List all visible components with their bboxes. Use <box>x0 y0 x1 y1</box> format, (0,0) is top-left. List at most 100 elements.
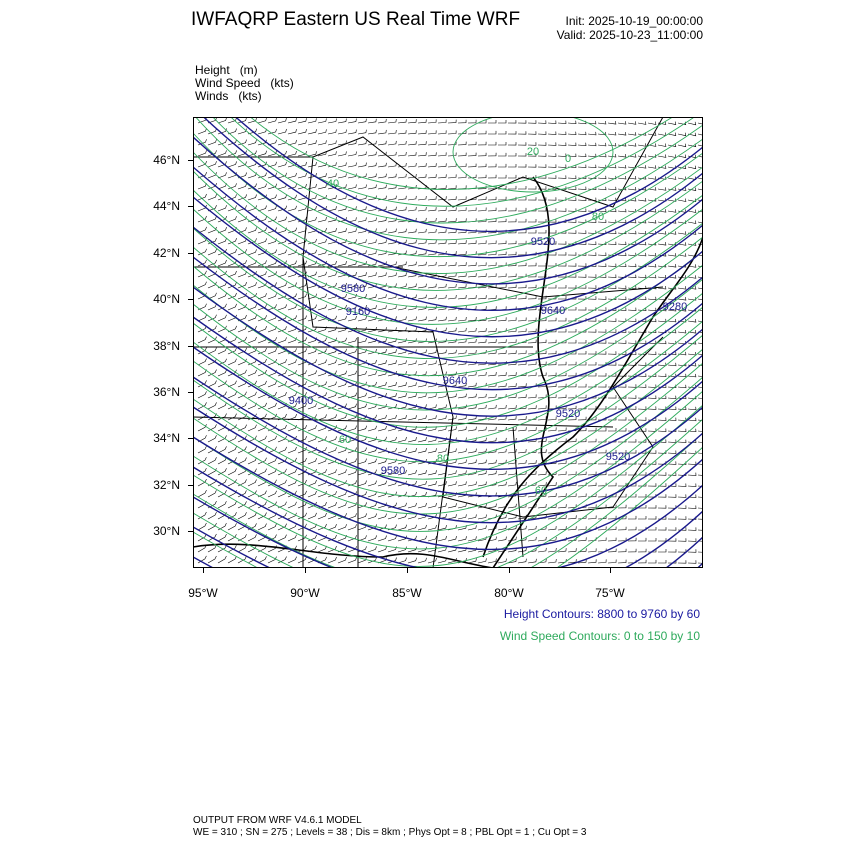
lat-label: 30°N <box>153 524 180 538</box>
wind-speed-contours <box>193 117 703 568</box>
height-contour <box>193 436 703 551</box>
footer-model: OUTPUT FROM WRF V4.6.1 MODEL <box>193 815 362 826</box>
lat-label: 34°N <box>153 431 180 445</box>
field-wind-speed: Wind Speed (kts) <box>195 76 294 90</box>
lon-tick <box>407 568 408 573</box>
lat-tick <box>188 299 193 300</box>
height-contour-label: 9640 <box>443 375 467 387</box>
height-contour <box>193 226 703 364</box>
footer-config: WE = 310 ; SN = 275 ; Levels = 38 ; Dis … <box>193 827 587 838</box>
time-info: Init: 2025-10-19_00:00:00 Valid: 2025-10… <box>557 14 703 42</box>
wind-speed-contour <box>193 170 703 291</box>
height-contour <box>193 196 703 338</box>
height-contour <box>193 466 703 568</box>
wind-speed-contour <box>193 334 703 480</box>
lat-tick <box>188 206 193 207</box>
height-contour-label: 9520 <box>606 451 630 463</box>
gulf-coastline <box>193 543 494 568</box>
wind-speed-contour <box>230 117 695 207</box>
lat-label: 36°N <box>153 385 180 399</box>
wind-contour-label: 40 <box>327 178 339 190</box>
height-contour <box>193 136 703 285</box>
height-contour <box>234 117 703 233</box>
height-contour <box>193 406 703 524</box>
field-list: Height (m) Wind Speed (kts) Winds (kts) <box>195 64 294 103</box>
wind-speed-contour <box>193 132 703 257</box>
wind-speed-contour <box>193 432 703 568</box>
init-time: Init: 2025-10-19_00:00:00 <box>565 14 703 28</box>
field-height: Height (m) <box>195 63 258 77</box>
wind-contour-legend: Wind Speed Contours: 0 to 150 by 10 <box>499 629 700 643</box>
wind-speed-contour <box>193 278 703 411</box>
field-winds: Winds (kts) <box>195 89 262 103</box>
wind-speed-contour <box>193 236 703 359</box>
coastline <box>492 176 555 568</box>
lat-tick <box>188 392 193 393</box>
wind-speed-contour <box>193 362 703 515</box>
lat-label: 40°N <box>153 292 180 306</box>
lon-tick <box>509 568 510 573</box>
wind-speed-contour <box>452 117 614 193</box>
height-contour <box>193 496 703 568</box>
height-contour-label: 9280 <box>663 301 687 313</box>
lat-tick <box>188 160 193 161</box>
lon-label: 95°W <box>188 586 218 600</box>
height-contour <box>193 346 703 470</box>
height-contour-legend: Height Contours: 8800 to 9760 by 60 <box>503 607 700 621</box>
contour-labels: 9520 9280 9640 9160 9580 9400 9640 9520 9520 9580… <box>289 146 687 497</box>
wind-speed-contour <box>193 208 703 325</box>
height-contour <box>202 117 703 259</box>
wind-speed-contour <box>193 390 703 550</box>
height-contour <box>193 166 703 311</box>
wind-barb <box>197 117 703 564</box>
wind-speed-contour <box>193 404 703 567</box>
wind-speed-contour <box>193 306 703 445</box>
lon-tick <box>305 568 306 573</box>
height-contour-label: 9160 <box>346 306 370 318</box>
wind-contour-label: 60 <box>339 434 351 446</box>
wind-speed-contour <box>193 250 703 376</box>
wind-speed-contour <box>193 376 703 532</box>
height-contour-label: 9580 <box>381 465 405 477</box>
map-frame <box>193 117 703 568</box>
wind-speed-contour <box>193 264 703 394</box>
lon-tick <box>203 568 204 573</box>
lon-label: 80°W <box>494 586 524 600</box>
lon-label: 90°W <box>290 586 320 600</box>
lat-label: 38°N <box>153 339 180 353</box>
wind-contour-label: 80 <box>437 453 449 465</box>
wind-speed-contour <box>193 320 703 463</box>
height-contour-label: 9580 <box>341 283 365 295</box>
height-contour <box>193 286 703 417</box>
lat-tick <box>188 531 193 532</box>
height-contour <box>193 376 703 497</box>
height-contours <box>193 117 703 568</box>
lat-tick <box>188 438 193 439</box>
wind-speed-contour <box>195 117 703 241</box>
wind-speed-contour <box>193 292 703 428</box>
valid-time: Valid: 2025-10-23_11:00:00 <box>556 28 703 42</box>
lat-tick <box>188 253 193 254</box>
height-contour-label: 9520 <box>531 236 555 248</box>
plot-title: IWFAQRP Eastern US Real Time WRF <box>191 9 521 30</box>
wind-speed-contour <box>193 189 703 308</box>
wind-speed-contour <box>193 446 703 568</box>
wind-contour-label: 80 <box>592 211 604 223</box>
wind-contour-label: 20 <box>527 146 539 158</box>
lon-tick <box>610 568 611 573</box>
lat-label: 46°N <box>153 153 180 167</box>
lat-label: 42°N <box>153 246 180 260</box>
height-contour <box>193 316 703 444</box>
lat-tick <box>188 346 193 347</box>
height-contour-label: 9640 <box>541 305 565 317</box>
height-contour <box>193 256 703 391</box>
height-contour-label: 9400 <box>289 395 313 407</box>
lon-label: 85°W <box>392 586 422 600</box>
wind-barbs <box>197 117 703 564</box>
wind-speed-contour <box>212 117 703 224</box>
wind-contour-label: 0 <box>565 153 571 165</box>
model-footer: OUTPUT FROM WRF V4.6.1 MODEL WE = 310 ; … <box>193 815 586 839</box>
height-contour-label: 9520 <box>556 408 580 420</box>
lat-label: 32°N <box>153 478 180 492</box>
lat-tick <box>188 485 193 486</box>
